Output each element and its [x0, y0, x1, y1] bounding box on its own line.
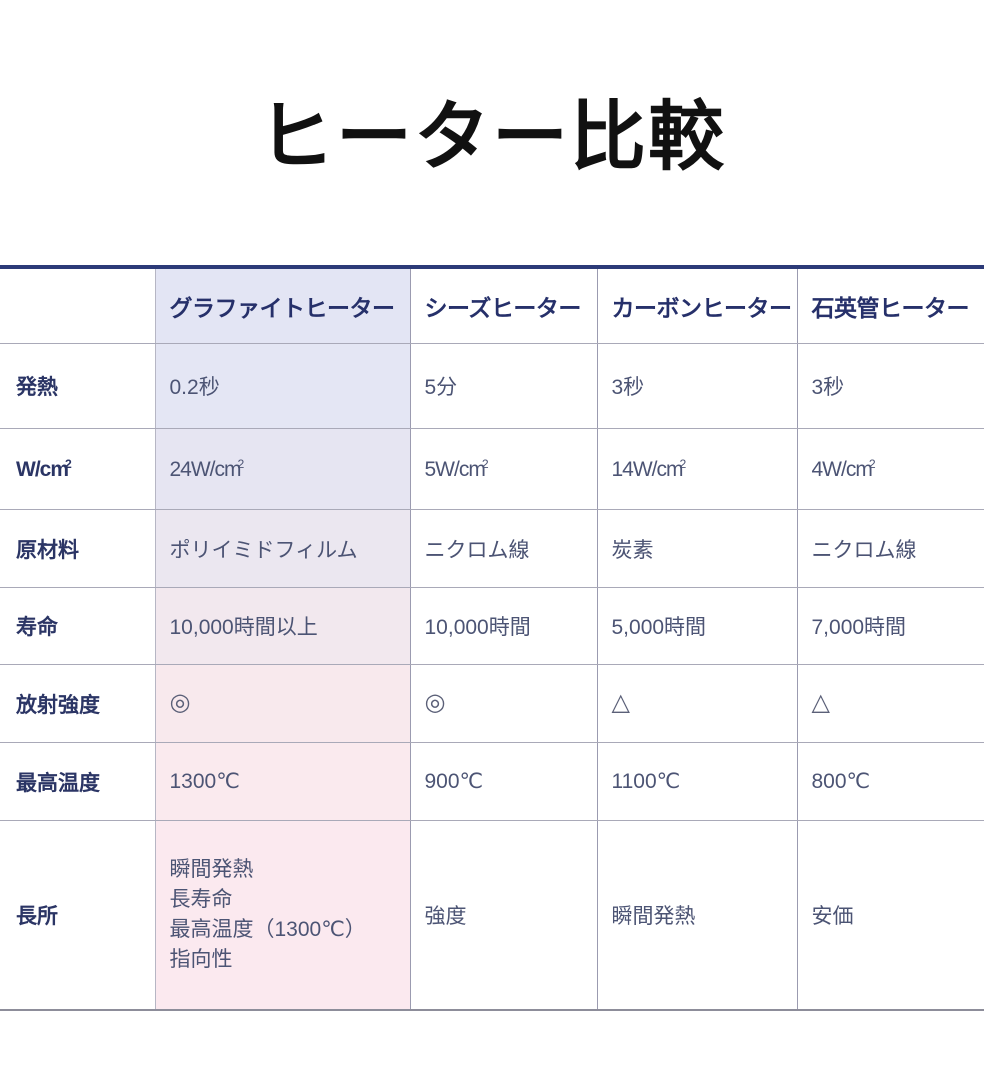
- double-circle-icon: ◎: [169, 689, 191, 716]
- advantages-graphite-list: 瞬間発熱 長寿命 最高温度（1300℃） 指向性: [169, 858, 366, 971]
- cell-watt-density-graphite-sup: 2: [237, 456, 245, 471]
- column-header-quartz: 石英管ヒーター: [797, 267, 984, 344]
- table-row-heatup: 発熱 0.2秒 5分 3秒 3秒: [0, 343, 984, 429]
- cell-max-temp-carbon: 1100℃: [597, 742, 798, 821]
- table-row-advantages: 長所 瞬間発熱 長寿命 最高温度（1300℃） 指向性 強度 瞬間発熱 安価: [0, 820, 984, 1010]
- cell-heatup-graphite: 0.2秒: [155, 343, 411, 429]
- cell-watt-density-carbon: 14W/cm2: [597, 428, 798, 510]
- cell-material-graphite: ポリイミドフィルム: [155, 509, 411, 588]
- cell-watt-density-graphite: 24W/cm2: [155, 428, 411, 510]
- cell-watt-density-sheath-sup: 2: [481, 456, 489, 471]
- cell-heatup-sheath: 5分: [410, 343, 598, 429]
- header-corner-blank: [0, 267, 156, 344]
- cell-watt-density-quartz-sup: 2: [868, 456, 876, 471]
- cell-radiation-sheath: ◎: [410, 664, 598, 743]
- table-row-watt-density: W/cm2 24W/cm2 5W/cm2 14W/cm2 4W/cm2: [0, 428, 984, 510]
- table-row-lifespan: 寿命 10,000時間以上 10,000時間 5,000時間 7,000時間: [0, 587, 984, 665]
- cell-watt-density-carbon-sup: 2: [679, 456, 687, 471]
- row-label-advantages: 長所: [0, 820, 156, 1010]
- cell-max-temp-quartz: 800℃: [797, 742, 984, 821]
- table-row-radiation-intensity: 放射強度 ◎ ◎ △ △: [0, 664, 984, 743]
- cell-material-sheath: ニクロム線: [410, 509, 598, 588]
- row-label-lifespan: 寿命: [0, 587, 156, 665]
- row-label-material: 原材料: [0, 509, 156, 588]
- cell-material-quartz: ニクロム線: [797, 509, 984, 588]
- cell-advantages-graphite: 瞬間発熱 長寿命 最高温度（1300℃） 指向性: [155, 820, 411, 1010]
- cell-advantages-sheath: 強度: [410, 820, 598, 1010]
- triangle-icon: △: [811, 689, 830, 716]
- row-label-radiation-intensity: 放射強度: [0, 664, 156, 743]
- column-header-sheath: シーズヒーター: [410, 267, 598, 344]
- cell-radiation-graphite: ◎: [155, 664, 411, 743]
- cell-watt-density-graphite-text: 24W/cm: [169, 457, 242, 481]
- table-header-row: グラファイトヒーター シーズヒーター カーボンヒーター 石英管ヒーター: [0, 267, 984, 344]
- cell-lifespan-carbon: 5,000時間: [597, 587, 798, 665]
- cell-lifespan-graphite: 10,000時間以上: [155, 587, 411, 665]
- triangle-icon: △: [611, 689, 630, 716]
- cell-watt-density-carbon-text: 14W/cm: [611, 457, 684, 481]
- cell-max-temp-sheath: 900℃: [410, 742, 598, 821]
- heater-comparison-table: グラファイトヒーター シーズヒーター カーボンヒーター 石英管ヒーター 発熱 0…: [0, 265, 984, 1011]
- table-row-max-temperature: 最高温度 1300℃ 900℃ 1100℃ 800℃: [0, 742, 984, 821]
- cell-lifespan-sheath: 10,000時間: [410, 587, 598, 665]
- row-label-watt-density: W/cm2: [0, 428, 156, 510]
- table-header: グラファイトヒーター シーズヒーター カーボンヒーター 石英管ヒーター: [0, 267, 984, 344]
- cell-watt-density-quartz-text: 4W/cm: [811, 457, 873, 481]
- comparison-table-container: グラファイトヒーター シーズヒーター カーボンヒーター 石英管ヒーター 発熱 0…: [0, 265, 984, 1011]
- cell-watt-density-sheath: 5W/cm2: [410, 428, 598, 510]
- cell-radiation-quartz: △: [797, 664, 984, 743]
- cell-watt-density-sheath-text: 5W/cm: [424, 457, 486, 481]
- cell-max-temp-graphite: 1300℃: [155, 742, 411, 821]
- cell-advantages-carbon: 瞬間発熱: [597, 820, 798, 1010]
- page-title: ヒーター比較: [258, 95, 726, 180]
- cell-heatup-carbon: 3秒: [597, 343, 798, 429]
- cell-material-carbon: 炭素: [597, 509, 798, 588]
- row-label-watt-density-text: W/cm: [16, 457, 69, 481]
- cell-advantages-quartz: 安価: [811, 905, 854, 928]
- cell-radiation-carbon: △: [597, 664, 798, 743]
- column-header-carbon: カーボンヒーター: [597, 267, 798, 344]
- cell-lifespan-quartz: 7,000時間: [797, 587, 984, 665]
- cell-heatup-quartz: 3秒: [797, 343, 984, 429]
- row-label-heatup: 発熱: [0, 343, 156, 429]
- double-circle-icon: ◎: [424, 689, 446, 716]
- row-label-watt-density-sup: 2: [65, 456, 72, 471]
- column-header-graphite: グラファイトヒーター: [155, 267, 411, 344]
- row-label-max-temperature: 最高温度: [0, 742, 156, 821]
- table-row-material: 原材料 ポリイミドフィルム ニクロム線 炭素 ニクロム線: [0, 509, 984, 588]
- table-body: 発熱 0.2秒 5分 3秒 3秒 W/cm2 24W/cm2 5W/cm2: [0, 343, 984, 1010]
- cell-watt-density-quartz: 4W/cm2: [797, 428, 984, 510]
